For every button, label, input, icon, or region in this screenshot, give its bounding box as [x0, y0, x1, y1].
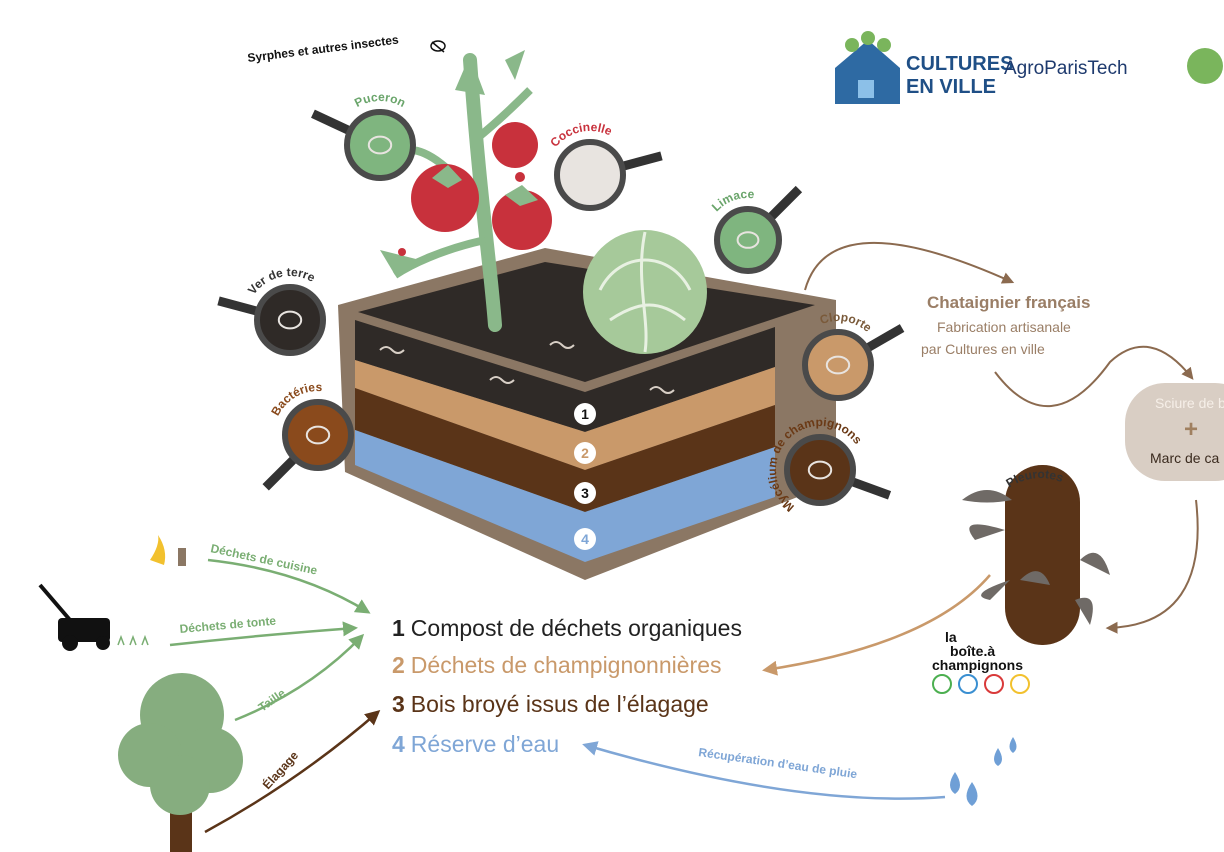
input-label: Taille [256, 686, 289, 715]
magnifier [717, 209, 779, 271]
legend-text: Réserve d’eau [411, 731, 559, 757]
arrow [805, 243, 1012, 290]
magnifier-handle [769, 189, 799, 219]
mower-icon [40, 585, 148, 651]
cabbage [583, 230, 707, 354]
legend-text: Bois broyé issus de l’élagage [411, 691, 709, 717]
magnifier-handle [266, 458, 296, 488]
mushroom-log: Pleurotes [962, 465, 1110, 645]
input-label: Déchets de cuisine [209, 541, 319, 577]
magnifier [557, 142, 623, 208]
mushroom-logo: la boîte.à champignons [932, 629, 1029, 693]
magnifier [805, 332, 871, 398]
magnifier-handle [219, 301, 260, 312]
logo-text: CULTURES [906, 53, 1013, 75]
layer-number: 2 [581, 445, 589, 461]
substrate-text: Sciure de bo [1155, 395, 1224, 411]
page: CULTURES EN VILLE AgroParisTech Syrphes … [0, 0, 1224, 852]
legend-number: 1 [392, 615, 405, 641]
wood-text: par Cultures en ville [921, 341, 1045, 357]
logo-cultures: CULTURES EN VILLE [835, 31, 1013, 104]
magnifier-label: Puceron [352, 90, 408, 110]
legend-text: Déchets de champignonnières [411, 652, 722, 678]
wood-title: Chataignier français [927, 293, 1090, 312]
legend-number: 3 [392, 691, 405, 717]
logo-agro: AgroParisTech [1004, 58, 1128, 79]
magnifier [257, 287, 323, 353]
legend-text: Compost de déchets organiques [411, 615, 742, 641]
arrow [235, 636, 362, 720]
magnifier-label-path: Puceron [352, 90, 408, 110]
substrate-plus: + [1184, 416, 1198, 443]
logo-text: champignons [932, 657, 1023, 673]
legend-number: 4 [392, 731, 405, 757]
water-drops [950, 737, 1017, 806]
magnifier [347, 112, 413, 178]
layer-number: 1 [581, 406, 589, 422]
layer-number: 4 [581, 531, 589, 547]
substrate: Sciure de bo + Marc de ca [1125, 383, 1224, 481]
arrow [1108, 500, 1198, 628]
legend-number: 2 [392, 652, 405, 678]
diagram: CULTURES EN VILLE AgroParisTech Syrphes … [0, 0, 1224, 852]
logo-circle [1187, 48, 1223, 84]
substrate-text: Marc de ca [1150, 450, 1219, 466]
magnifier-handle [313, 114, 351, 132]
arrow [585, 745, 945, 799]
magnifier-handle [621, 156, 662, 167]
magnifier [285, 402, 351, 468]
magnifier-handle [866, 328, 902, 349]
logo-text: EN VILLE [906, 76, 996, 98]
wood-text: Fabrication artisanale [937, 319, 1071, 335]
banana-icon [150, 535, 186, 566]
magnifier-handle [850, 481, 889, 495]
magnifier [787, 437, 853, 503]
tree-icon [118, 673, 243, 852]
input-label: Récupération d’eau de pluie [698, 745, 859, 781]
insect-icon [431, 41, 445, 52]
input-label: Déchets de tonte [179, 614, 277, 636]
insects-label: Syrphes et autres insectes [247, 33, 400, 65]
layer-number: 3 [581, 485, 589, 501]
